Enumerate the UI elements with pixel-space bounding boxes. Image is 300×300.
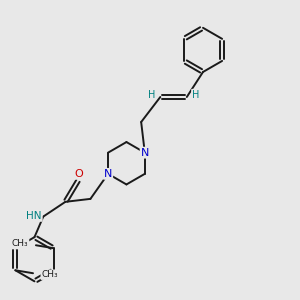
Text: N: N: [104, 169, 112, 179]
Text: HN: HN: [26, 211, 42, 221]
Text: O: O: [74, 169, 83, 179]
Text: CH₃: CH₃: [41, 270, 58, 279]
Text: H: H: [192, 90, 199, 100]
Text: H: H: [148, 90, 155, 100]
Text: N: N: [141, 148, 149, 158]
Text: CH₃: CH₃: [12, 239, 28, 248]
